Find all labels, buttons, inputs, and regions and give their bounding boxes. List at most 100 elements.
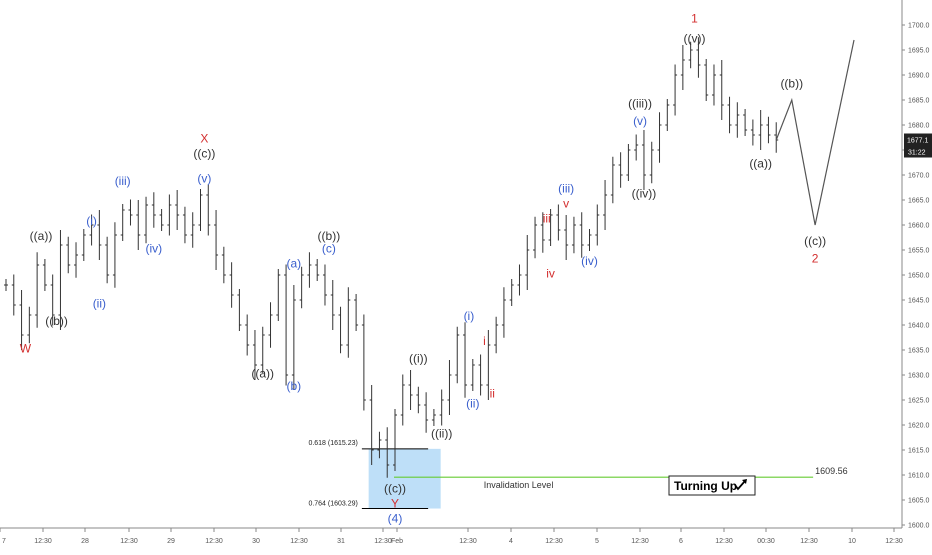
- wave-label: ((b)): [780, 77, 803, 91]
- y-tick-label: 1670.0: [908, 173, 930, 180]
- wave-label: (b): [287, 379, 302, 393]
- turning-up-annotation: Turning Up: [668, 475, 756, 496]
- price-bar: [400, 374, 405, 426]
- price-bar: [276, 269, 281, 321]
- price-bar: [105, 236, 110, 284]
- y-tick-label: 1680.0: [908, 123, 930, 130]
- wave-label: ((i)): [409, 352, 428, 366]
- price-bar: [533, 216, 538, 259]
- last-price-text: 1677.1: [907, 138, 929, 145]
- wave-label: ((c)): [804, 234, 826, 248]
- x-tick-label: 10: [848, 538, 856, 545]
- y-tick-label: 1700.0: [908, 23, 930, 30]
- wave-label: i: [483, 334, 486, 348]
- price-bar: [665, 99, 670, 131]
- price-bar: [649, 141, 654, 184]
- y-tick-label: 1660.0: [908, 223, 930, 230]
- x-tick-label: Feb: [391, 538, 403, 545]
- price-bar: [735, 102, 740, 138]
- price-bar: [673, 64, 678, 116]
- x-tick-label: 12:30: [800, 538, 818, 545]
- price-bar: [74, 242, 79, 278]
- price-bar: [711, 64, 716, 106]
- price-bar: [727, 96, 732, 134]
- price-bar: [750, 119, 755, 146]
- wave-label: (v): [633, 114, 647, 128]
- invalidation-label: Invalidation Level: [484, 480, 554, 490]
- wave-label: (i): [464, 309, 475, 323]
- wave-label: ii: [490, 387, 495, 401]
- last-price-box: [904, 133, 932, 146]
- price-bar: [517, 264, 522, 296]
- price-bar: [167, 194, 172, 236]
- y-tick-label: 1620.0: [908, 423, 930, 430]
- wave-label: (iii): [115, 174, 131, 188]
- price-bar: [494, 316, 499, 354]
- wave-label: (c): [322, 242, 336, 256]
- price-bar: [206, 184, 211, 236]
- y-axis[interactable]: 1600.0 1605.0 1610.0 1615.0 1620.0 1625.0 1630…: [901, 0, 932, 530]
- price-bar: [696, 37, 701, 78]
- price-bar: [315, 259, 320, 281]
- price-bar: [548, 209, 553, 246]
- wave-label: v: [563, 197, 569, 211]
- wave-label: ((ii)): [431, 427, 452, 441]
- fib-764-label: 0.764 (1603.29): [308, 501, 357, 508]
- fib-zone-layer: 0.618 (1615.23) 0.764 (1603.29): [308, 440, 441, 510]
- y-tick-label: 1695.0: [908, 48, 930, 55]
- y-tick-label: 1690.0: [908, 73, 930, 80]
- price-bar: [486, 330, 491, 400]
- x-tick-label: 31: [337, 538, 345, 545]
- price-bar: [66, 236, 71, 274]
- price-bar: [657, 112, 662, 163]
- wave-label: (ii): [466, 397, 479, 411]
- price-bar: [704, 59, 709, 101]
- y-tick-label: 1625.0: [908, 398, 930, 405]
- price-bar: [299, 266, 304, 309]
- x-tick-label: 12:30: [120, 538, 138, 545]
- price-bar: [416, 386, 421, 414]
- price-bar: [198, 189, 203, 231]
- price-bar: [361, 314, 366, 411]
- price-bar: [595, 204, 600, 246]
- price-bar: [307, 252, 312, 288]
- countdown-text: 31:22: [908, 150, 926, 157]
- wave-label: ((iv)): [632, 187, 657, 201]
- price-bar: [377, 431, 382, 459]
- turning-up-box: [668, 475, 756, 496]
- price-bar: [151, 192, 156, 228]
- wave-label: iv: [546, 267, 555, 281]
- price-bar: [214, 210, 219, 270]
- price-bar: [284, 264, 289, 386]
- price-bar: [252, 330, 257, 380]
- turning-up-text: Turning Up: [674, 479, 737, 493]
- price-bar: [571, 216, 576, 254]
- x-tick-label: 12:30: [34, 538, 52, 545]
- y-tick-label: 1630.0: [908, 373, 930, 380]
- wave-label: Y: [391, 497, 399, 511]
- price-bar: [27, 306, 32, 344]
- wave-label: ((c)): [384, 482, 406, 496]
- arrow-up-right-icon: [734, 479, 747, 491]
- y-tick-label: 1635.0: [908, 348, 930, 355]
- wave-label: ((a)): [749, 157, 772, 171]
- price-bar: [144, 196, 149, 244]
- fib-618-label: 0.618 (1615.23): [308, 440, 357, 447]
- wave-label: X: [200, 132, 208, 146]
- invalidation-value-label: 1609.56: [815, 466, 848, 476]
- x-tick-label: 12:30: [545, 538, 563, 545]
- price-bar: [346, 287, 351, 358]
- price-bar: [369, 385, 374, 465]
- price-bar: [11, 274, 16, 316]
- x-axis[interactable]: 7 12:30 28 12:30 29 12:30 30 12:30 31 12:30 Feb 12:…: [0, 527, 903, 545]
- x-tick-label: 12:30: [631, 538, 649, 545]
- x-tick-label: 12:30: [459, 538, 477, 545]
- last-price-tag[interactable]: 1677.1 31:22: [904, 133, 932, 158]
- wave-label: (v): [197, 172, 211, 186]
- price-bar: [385, 427, 390, 478]
- price-bar: [182, 206, 187, 244]
- countdown-box: [904, 145, 932, 158]
